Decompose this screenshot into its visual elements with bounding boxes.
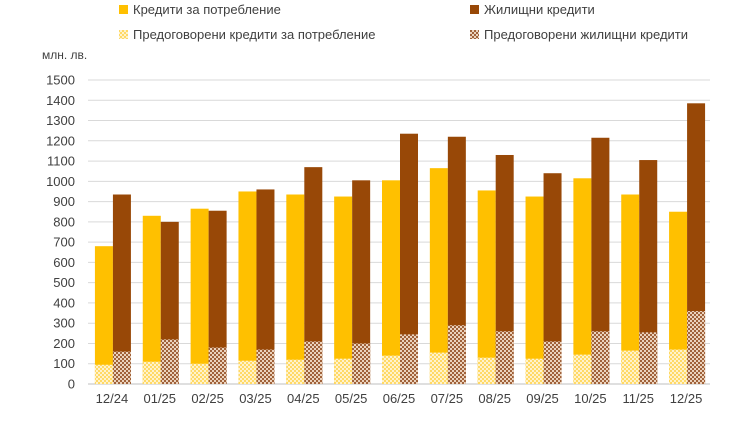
bar	[669, 211, 688, 384]
bar	[591, 137, 610, 384]
bar	[621, 350, 640, 384]
y-tick-label: 400	[53, 295, 75, 310]
legend-label: Жилищни кредити	[484, 2, 595, 17]
bar	[400, 334, 418, 384]
bar	[477, 190, 496, 384]
y-tick-label: 800	[53, 214, 75, 229]
x-tick-label: 03/25	[239, 391, 272, 406]
bar	[334, 358, 353, 384]
bar	[352, 343, 371, 384]
bar	[543, 173, 562, 384]
bar	[190, 208, 209, 384]
bar	[447, 325, 466, 384]
x-tick-label: 05/25	[335, 391, 368, 406]
bar	[525, 358, 544, 384]
bar	[208, 210, 227, 384]
x-axis-ticks: 12/24 01/25 02/25 03/25 04/25 05/25 06/25 07/25…	[96, 391, 703, 406]
x-tick-label: 08/25	[478, 391, 511, 406]
y-axis-label: млн. лв.	[42, 48, 87, 62]
bar	[573, 178, 592, 384]
bar	[160, 339, 179, 384]
y-tick-label: 1000	[46, 174, 75, 189]
bar	[400, 133, 418, 384]
x-tick-label: 04/25	[287, 391, 320, 406]
x-tick-label: 10/25	[574, 391, 607, 406]
bars	[94, 103, 706, 384]
bar	[525, 196, 544, 384]
legend-label: Предоговорени жилищни кредити	[484, 27, 688, 42]
bar	[304, 341, 323, 384]
bar	[286, 359, 305, 384]
bar	[543, 341, 562, 384]
bar	[591, 331, 610, 384]
legend-label: Предоговорени кредити за потребление	[133, 27, 375, 42]
x-tick-label: 09/25	[526, 391, 559, 406]
bar	[639, 332, 658, 384]
y-tick-label: 0	[68, 377, 75, 392]
bar	[286, 194, 305, 384]
x-tick-label: 01/25	[143, 391, 176, 406]
x-tick-label: 12/24	[96, 391, 129, 406]
y-tick-label: 900	[53, 194, 75, 209]
bar	[447, 136, 466, 384]
bar	[477, 357, 496, 384]
bar	[304, 167, 323, 384]
x-tick-label: 06/25	[383, 391, 416, 406]
y-axis-ticks: 0 100 200 300 400 500 600 700 800 900 1000 1100 1200…	[46, 73, 75, 392]
bar	[256, 349, 275, 384]
bar	[208, 347, 227, 384]
bar	[382, 355, 400, 384]
bar	[142, 215, 161, 384]
bar	[142, 361, 161, 384]
y-tick-label: 200	[53, 336, 75, 351]
x-tick-label: 12/25	[670, 391, 703, 406]
y-tick-label: 1200	[46, 133, 75, 148]
bar	[429, 168, 448, 384]
legend-swatch	[119, 30, 128, 39]
y-tick-label: 1100	[47, 154, 75, 169]
y-tick-label: 100	[53, 356, 75, 371]
bar	[94, 246, 113, 384]
y-tick-label: 500	[53, 275, 75, 290]
legend-swatch	[119, 5, 128, 14]
x-tick-label: 02/25	[191, 391, 224, 406]
bar	[334, 196, 353, 384]
legend-label: Кредити за потребление	[133, 2, 281, 17]
y-tick-label: 300	[53, 316, 75, 331]
y-tick-label: 1400	[46, 93, 75, 108]
bar	[687, 311, 706, 384]
bar	[190, 363, 209, 384]
bar	[238, 191, 257, 384]
bar	[495, 331, 514, 384]
x-tick-label: 11/25	[622, 391, 654, 406]
x-tick-label: 07/25	[431, 391, 464, 406]
bar	[352, 180, 371, 384]
y-tick-label: 1300	[46, 113, 75, 128]
bar	[495, 154, 514, 384]
bar	[256, 189, 275, 384]
bar	[112, 351, 131, 384]
legend-swatch	[470, 30, 479, 39]
legend-swatch	[470, 5, 479, 14]
y-tick-label: 600	[53, 255, 75, 270]
y-tick-label: 700	[53, 235, 75, 250]
bar	[573, 354, 592, 384]
bar	[94, 364, 113, 384]
y-tick-label: 1500	[46, 73, 75, 88]
legend: Кредити за потребление Жилищни кредити Пре…	[119, 2, 688, 42]
bar	[112, 194, 131, 384]
bar	[382, 180, 400, 384]
bar	[639, 160, 658, 384]
bar	[238, 360, 257, 384]
bar	[429, 352, 448, 384]
bar	[669, 349, 688, 384]
bar	[621, 194, 640, 384]
